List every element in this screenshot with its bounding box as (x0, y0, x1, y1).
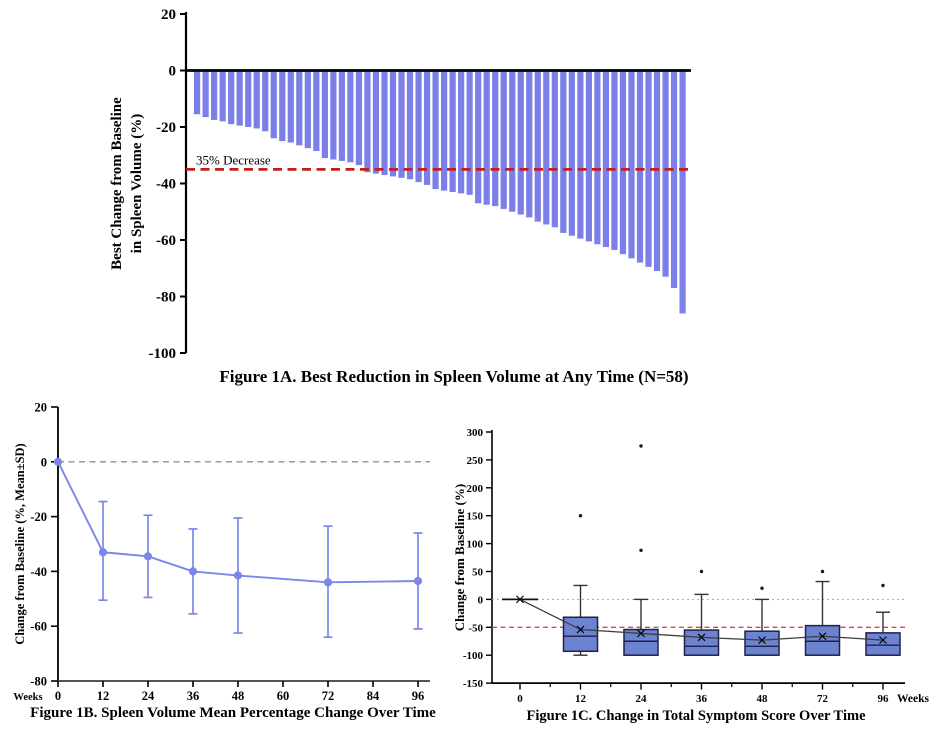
figure-1c-boxplot-chart: 300 250 200 150 100 50 0 -50 -100 -150 0 12 24 36 48 72… (452, 427, 930, 705)
svg-text:Weeks: Weeks (897, 693, 929, 705)
svg-text:24: 24 (636, 693, 648, 705)
svg-text:-80: -80 (30, 675, 47, 689)
figure-1c-caption: Figure 1C. Change in Total Symptom Score… (526, 708, 866, 724)
svg-text:12: 12 (575, 693, 587, 705)
figure-1b-line-chart: 20 0 -20 -40 -60 -80 0 12 24 36 48 60 72 84 96 Weeks Cha… (13, 401, 430, 703)
figure-1a-caption: Figure 1A. Best Reduction in Spleen Volu… (219, 367, 689, 386)
svg-text:Weeks: Weeks (13, 692, 42, 703)
svg-text:150: 150 (467, 511, 484, 523)
whiskers (573, 580, 890, 656)
y-axis-label: Best Change from Baseline in Spleen Volum… (109, 97, 145, 270)
svg-text:100: 100 (467, 539, 484, 551)
svg-text:Change from Baseline (%, Mean±: Change from Baseline (%, Mean±SD) (13, 443, 27, 644)
axes: 20 0 -20 -40 -60 -80 0 12 24 36 48 60 72 84 96 Weeks (13, 401, 430, 703)
svg-text:50: 50 (472, 567, 484, 579)
svg-text:250: 250 (467, 455, 484, 467)
svg-text:0: 0 (478, 594, 484, 606)
svg-text:0: 0 (169, 64, 177, 80)
mean-points (53, 457, 423, 587)
svg-text:20: 20 (35, 401, 48, 415)
svg-text:in Spleen Volume (%): in Spleen Volume (%) (129, 114, 145, 254)
svg-text:-20: -20 (156, 120, 176, 136)
svg-text:96: 96 (412, 689, 425, 703)
svg-text:-60: -60 (156, 233, 176, 249)
axes: 300 250 200 150 100 50 0 -50 -100 -150 0 12 24 36 48 72… (463, 427, 930, 705)
svg-text:-40: -40 (30, 565, 47, 579)
boxes (562, 616, 901, 656)
svg-text:84: 84 (367, 689, 380, 703)
svg-text:-100: -100 (149, 346, 177, 362)
svg-text:24: 24 (142, 689, 155, 703)
svg-text:300: 300 (467, 427, 484, 439)
svg-text:-40: -40 (156, 177, 176, 193)
svg-text:36: 36 (187, 689, 200, 703)
svg-text:-80: -80 (156, 290, 176, 306)
svg-text:60: 60 (277, 689, 290, 703)
y-axis-label: Change from Baseline (%) (452, 484, 467, 631)
svg-text:96: 96 (878, 693, 890, 705)
svg-text:-20: -20 (30, 510, 47, 524)
35-percent-reference-line: 35% Decrease (186, 152, 691, 171)
svg-text:0: 0 (41, 455, 47, 469)
svg-text:12: 12 (97, 689, 110, 703)
svg-text:0: 0 (55, 689, 61, 703)
y-axis: 20 0 -20 -40 -60 -80 -100 (149, 7, 188, 362)
svg-text:20: 20 (161, 7, 176, 23)
outlier-points (578, 444, 885, 590)
svg-text:48: 48 (757, 693, 769, 705)
svg-text:72: 72 (817, 693, 829, 705)
svg-text:Change from Baseline (%): Change from Baseline (%) (452, 484, 467, 631)
svg-text:35% Decrease: 35% Decrease (196, 152, 271, 167)
y-axis-label: Change from Baseline (%, Mean±SD) (13, 443, 27, 644)
bars (194, 70, 686, 314)
svg-text:36: 36 (696, 693, 708, 705)
figure-1b-caption: Figure 1B. Spleen Volume Mean Percentage… (30, 705, 436, 721)
svg-text:0: 0 (517, 693, 523, 705)
svg-text:-100: -100 (463, 650, 484, 662)
figure-1a-waterfall-chart: 20 0 -20 -40 -60 -80 -100 Best Change from Base… (109, 7, 691, 362)
svg-text:-50: -50 (468, 622, 483, 634)
svg-text:200: 200 (467, 483, 484, 495)
svg-text:-150: -150 (463, 678, 484, 690)
svg-text:Best Change from Baseline: Best Change from Baseline (109, 97, 125, 270)
svg-text:48: 48 (232, 689, 245, 703)
svg-text:-60: -60 (30, 620, 47, 634)
mean-markers (516, 595, 887, 645)
svg-text:72: 72 (322, 689, 335, 703)
error-bars (98, 500, 423, 639)
